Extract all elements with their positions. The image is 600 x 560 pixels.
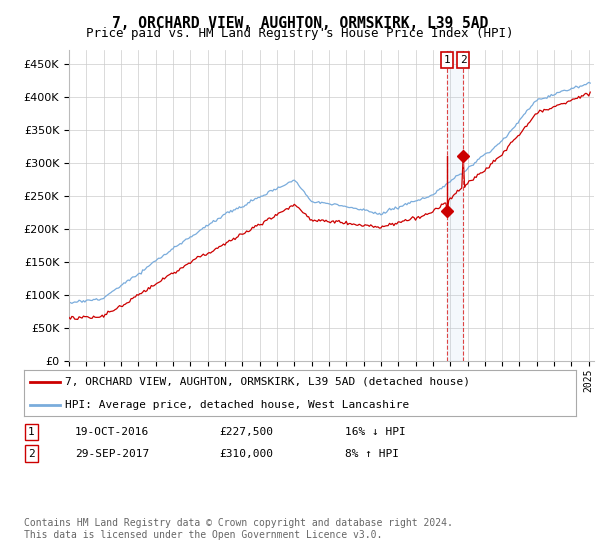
- Text: £227,500: £227,500: [219, 427, 273, 437]
- Text: 7, ORCHARD VIEW, AUGHTON, ORMSKIRK, L39 5AD: 7, ORCHARD VIEW, AUGHTON, ORMSKIRK, L39 …: [112, 16, 488, 31]
- Text: 2: 2: [460, 55, 467, 65]
- Text: 16% ↓ HPI: 16% ↓ HPI: [345, 427, 406, 437]
- Text: HPI: Average price, detached house, West Lancashire: HPI: Average price, detached house, West…: [65, 400, 410, 410]
- Bar: [447, 50, 463, 361]
- Text: 8% ↑ HPI: 8% ↑ HPI: [345, 449, 399, 459]
- Text: Price paid vs. HM Land Registry's House Price Index (HPI): Price paid vs. HM Land Registry's House …: [86, 27, 514, 40]
- Text: £310,000: £310,000: [219, 449, 273, 459]
- Text: 2: 2: [28, 449, 35, 459]
- Text: Contains HM Land Registry data © Crown copyright and database right 2024.
This d: Contains HM Land Registry data © Crown c…: [24, 518, 453, 540]
- Text: 19-OCT-2016: 19-OCT-2016: [75, 427, 149, 437]
- Text: 1: 1: [28, 427, 35, 437]
- Text: 29-SEP-2017: 29-SEP-2017: [75, 449, 149, 459]
- Text: 7, ORCHARD VIEW, AUGHTON, ORMSKIRK, L39 5AD (detached house): 7, ORCHARD VIEW, AUGHTON, ORMSKIRK, L39 …: [65, 377, 470, 387]
- Text: 1: 1: [443, 55, 450, 65]
